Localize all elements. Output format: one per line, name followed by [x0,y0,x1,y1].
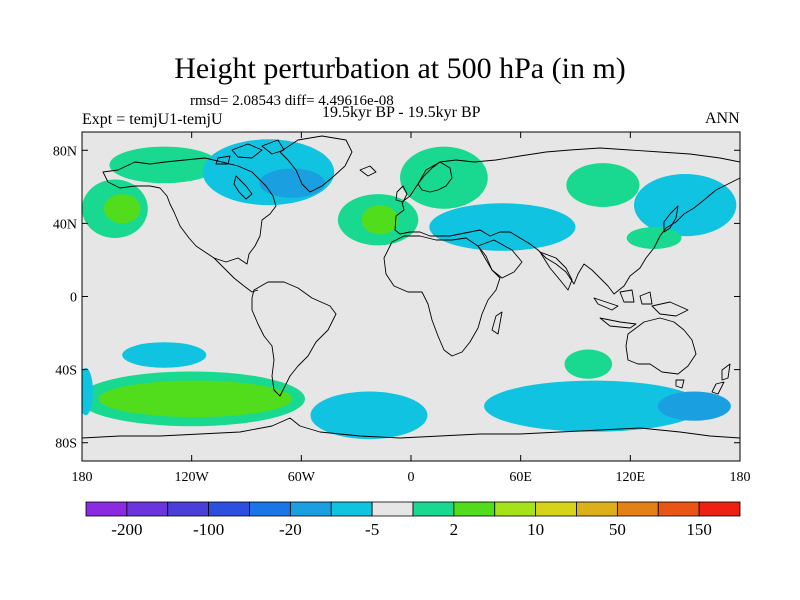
anomaly-patch [98,380,293,418]
coastline-layer [82,135,740,439]
coastline-antarctica [82,417,740,439]
colorbar-swatch [657,501,700,517]
colorbar-label: -100 [193,520,224,539]
anomaly-patch [122,342,207,368]
anomaly-patch [259,168,326,198]
coastline-greenland [279,135,353,193]
x-tick-label: 120W [175,470,210,485]
anomaly-patch [484,380,704,432]
colorbar-swatch [535,501,577,517]
colorbar-swatch [330,501,373,517]
colorbar-label: 50 [609,520,626,539]
y-axis: 80N 40N 0 40S 80S [53,144,740,452]
x-tick-label: 60W [288,470,316,485]
season-label: ANN [705,110,740,127]
y-tick-label: 80S [55,437,77,452]
anomaly-patch [361,205,399,235]
anomaly-patch [564,349,613,379]
coastline-indonesia [593,289,653,329]
colorbar-swatch [576,501,618,517]
anomaly-patch [400,146,488,209]
y-tick-label: 40S [55,364,77,379]
coastline-new-guinea [651,301,689,317]
colorbar-label: -200 [111,520,142,539]
colorbar-label: -20 [279,520,302,539]
colorbar-swatch [208,501,250,517]
coastline-eurasia [394,147,740,295]
period-label: 19.5kyr BP - 19.5kyr BP [322,104,481,121]
x-tick-label: 180 [72,470,93,485]
anomaly-patch [103,194,141,224]
colorbar-swatch [698,501,741,517]
colorbar-swatch [412,501,455,517]
colorbar-swatch [249,501,291,517]
x-tick-label: 0 [408,470,415,485]
colorbar: -200 -100 -20 -5 2 10 50 150 [85,501,741,539]
coastline-iceland [359,165,377,177]
coastline-madagascar [491,311,503,335]
experiment-label: Expt = temjU1-temjU [82,111,223,128]
anomaly-patch [109,146,220,184]
coastline-south-america [251,281,337,397]
stats-label: rmsd= 2.08543 diff= 4.49616e-08 [190,93,394,109]
coastline-tasmania [675,379,685,389]
x-tick-label: 180 [730,470,751,485]
y-tick-label: 0 [70,291,77,306]
anomaly-patch [657,391,731,421]
coastline-north-america [102,157,277,265]
colorbar-label: 10 [527,520,544,539]
colorbar-label: 150 [686,520,712,539]
colorbar-swatch [371,501,414,517]
anomaly-patch [310,391,428,440]
x-axis: 180 120W 60W 0 60E 120E 180 [72,132,751,485]
colorbar-swatch [126,501,169,517]
colorbar-swatch [616,501,659,517]
y-tick-label: 80N [53,144,77,159]
colorbar-swatch [494,501,537,517]
colorbar-label: -5 [365,520,379,539]
coastline-britain [395,185,408,203]
colorbar-label: 2 [450,520,459,539]
x-tick-label: 120E [616,470,646,485]
y-tick-label: 40N [53,217,77,232]
anomaly-patch [202,139,335,206]
anomaly-layer [82,139,737,440]
colorbar-swatch [85,501,128,517]
anomaly-patch [626,227,682,249]
colorbar-swatch [453,501,496,517]
colorbar-swatch [167,501,210,517]
coastline-australia [625,317,697,375]
coastline-central-america [213,257,259,293]
colorbar-swatch [289,501,332,517]
coastline-new-zealand [711,363,731,395]
coastline-arabia [477,239,523,279]
coastline-africa [383,235,501,357]
anomaly-patch [82,367,93,416]
coastline-arctic-islands [215,139,285,165]
coastline-scandinavia [417,161,453,193]
page-title: Height perturbation at 500 hPa (in m) [174,52,626,85]
coastline-hudson-bay [233,175,253,200]
anomaly-patch [566,163,640,207]
x-tick-label: 60E [509,470,532,485]
anomaly-patch [633,174,737,237]
coastline-japan [663,205,679,233]
anomaly-patch [429,203,576,251]
coastline-india [539,251,573,291]
